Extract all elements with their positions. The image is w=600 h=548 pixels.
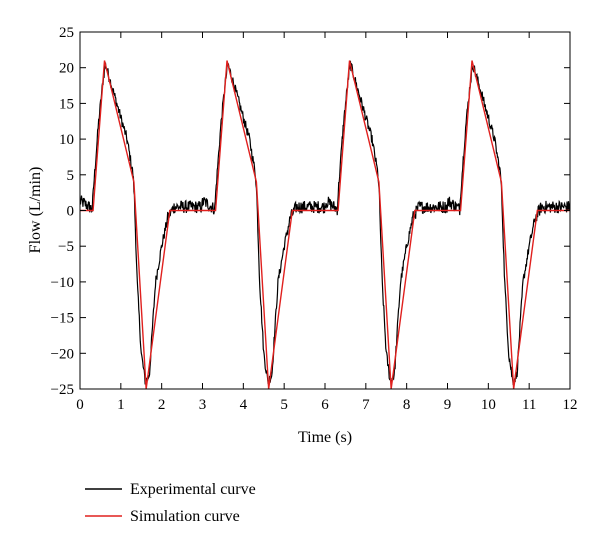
y-tick-label: 5 — [67, 168, 75, 184]
x-tick-label: 8 — [403, 397, 411, 413]
y-tick-label: −10 — [51, 275, 74, 291]
series-line-simulation — [80, 60, 570, 389]
y-tick-label: −15 — [51, 311, 74, 327]
y-tick-label: 0 — [67, 204, 75, 220]
x-tick-label: 3 — [199, 397, 207, 413]
y-tick-label: −5 — [58, 239, 74, 255]
legend-label-experimental: Experimental curve — [130, 481, 256, 498]
x-tick-label: 4 — [240, 397, 248, 413]
legend: Experimental curve Simulation curve — [85, 481, 256, 525]
x-tick-label: 12 — [563, 397, 578, 413]
x-tick-label: 5 — [280, 397, 288, 413]
y-tick-label: 25 — [59, 25, 74, 41]
y-tick-label: −25 — [51, 382, 74, 398]
y-tick-label: 10 — [59, 132, 74, 148]
y-tick-label: 20 — [59, 61, 74, 77]
legend-label-simulation: Simulation curve — [130, 508, 240, 525]
x-tick-label: 2 — [158, 397, 166, 413]
y-axis-title: Flow (L/min) — [27, 167, 44, 254]
x-tick-label: 1 — [117, 397, 125, 413]
x-tick-label: 10 — [481, 397, 496, 413]
series-line-experimental — [80, 60, 570, 386]
y-tick-label: 15 — [59, 96, 74, 112]
x-axis-title: Time (s) — [298, 429, 352, 446]
x-tick-label: 0 — [76, 397, 84, 413]
y-tick-label: −20 — [51, 346, 74, 362]
x-tick-label: 11 — [522, 397, 536, 413]
x-tick-label: 6 — [321, 397, 329, 413]
x-tick-label: 9 — [444, 397, 452, 413]
x-tick-label: 7 — [362, 397, 370, 413]
